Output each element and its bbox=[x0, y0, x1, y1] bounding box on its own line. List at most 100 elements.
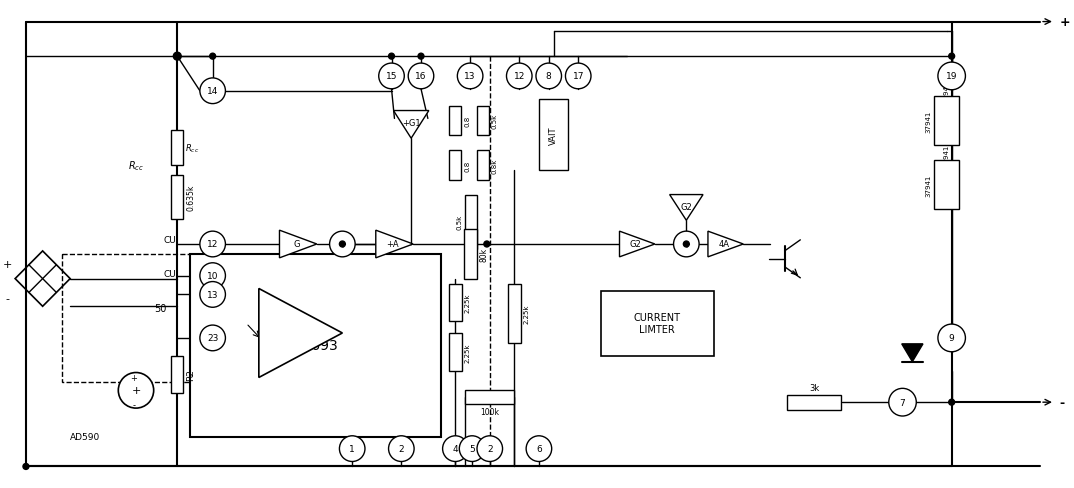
Text: 23: 23 bbox=[207, 334, 218, 343]
Bar bbox=[190, 254, 440, 437]
Circle shape bbox=[118, 373, 154, 408]
Text: +: + bbox=[131, 386, 141, 395]
Text: 0.8: 0.8 bbox=[464, 116, 470, 127]
Text: AD590: AD590 bbox=[70, 432, 100, 441]
Text: 15: 15 bbox=[386, 72, 397, 81]
Text: AD693: AD693 bbox=[292, 339, 338, 353]
Bar bbox=[450, 151, 461, 181]
Circle shape bbox=[673, 232, 699, 257]
Bar bbox=[508, 284, 521, 343]
Text: 2.25k: 2.25k bbox=[465, 293, 470, 312]
Text: -: - bbox=[132, 400, 135, 409]
Circle shape bbox=[938, 325, 966, 352]
Text: 12: 12 bbox=[513, 72, 525, 81]
Bar bbox=[787, 395, 841, 410]
Text: 16: 16 bbox=[416, 72, 426, 81]
Circle shape bbox=[507, 64, 532, 90]
Bar bbox=[172, 356, 184, 393]
Text: 0.8k: 0.8k bbox=[492, 158, 497, 173]
Bar bbox=[464, 230, 477, 279]
Text: 2: 2 bbox=[398, 444, 404, 453]
Text: 4A: 4A bbox=[719, 240, 729, 249]
Text: +: + bbox=[682, 240, 691, 249]
Text: 12: 12 bbox=[207, 240, 218, 249]
Bar bbox=[539, 100, 568, 170]
Circle shape bbox=[173, 53, 182, 61]
Circle shape bbox=[683, 242, 690, 247]
Circle shape bbox=[484, 242, 490, 247]
Circle shape bbox=[200, 79, 226, 104]
Bar bbox=[477, 151, 489, 181]
Circle shape bbox=[200, 282, 226, 307]
Circle shape bbox=[408, 64, 434, 90]
Text: 0.8: 0.8 bbox=[464, 160, 470, 171]
Text: 2.25k: 2.25k bbox=[465, 342, 470, 362]
Text: 3k: 3k bbox=[809, 383, 819, 392]
Text: 0.5k: 0.5k bbox=[456, 215, 462, 230]
Text: 7: 7 bbox=[900, 398, 905, 407]
Text: -: - bbox=[5, 294, 10, 304]
Text: +G1: +G1 bbox=[402, 119, 421, 128]
Text: CU: CU bbox=[163, 235, 176, 244]
Bar bbox=[477, 106, 489, 136]
Text: $R_{cc}$: $R_{cc}$ bbox=[185, 142, 200, 155]
Bar bbox=[600, 292, 714, 356]
Text: +: + bbox=[2, 259, 12, 269]
Bar bbox=[62, 254, 205, 383]
Circle shape bbox=[379, 64, 404, 90]
Circle shape bbox=[200, 232, 226, 257]
Polygon shape bbox=[393, 111, 429, 139]
Circle shape bbox=[418, 54, 424, 60]
Bar bbox=[449, 333, 462, 371]
Text: 2: 2 bbox=[487, 444, 493, 453]
Circle shape bbox=[477, 436, 503, 462]
Circle shape bbox=[948, 399, 955, 406]
Bar bbox=[465, 195, 477, 249]
Text: 13: 13 bbox=[464, 72, 476, 81]
Text: G: G bbox=[293, 240, 300, 249]
Polygon shape bbox=[279, 231, 317, 258]
Text: VAIT: VAIT bbox=[549, 126, 558, 144]
Polygon shape bbox=[677, 293, 696, 308]
Circle shape bbox=[389, 436, 415, 462]
Circle shape bbox=[339, 242, 346, 247]
Bar bbox=[449, 284, 462, 322]
Text: $R_{cc}$: $R_{cc}$ bbox=[128, 159, 144, 172]
Circle shape bbox=[889, 388, 916, 416]
Circle shape bbox=[565, 64, 591, 90]
Text: 4: 4 bbox=[452, 444, 459, 453]
Text: 1: 1 bbox=[349, 444, 355, 453]
Circle shape bbox=[200, 325, 226, 351]
Polygon shape bbox=[376, 231, 413, 258]
Text: CU: CU bbox=[163, 269, 176, 279]
Text: G2: G2 bbox=[629, 240, 641, 249]
Bar bbox=[934, 161, 959, 210]
Text: 17: 17 bbox=[572, 72, 584, 81]
Text: 2.25k: 2.25k bbox=[524, 304, 529, 323]
Circle shape bbox=[200, 263, 226, 289]
Text: 14: 14 bbox=[207, 87, 218, 96]
Polygon shape bbox=[620, 232, 655, 257]
Circle shape bbox=[938, 63, 966, 91]
Text: 5: 5 bbox=[469, 444, 475, 453]
Polygon shape bbox=[669, 195, 703, 221]
Text: G2: G2 bbox=[681, 202, 693, 211]
Text: 10: 10 bbox=[207, 272, 218, 281]
Circle shape bbox=[389, 54, 394, 60]
Text: 50: 50 bbox=[155, 304, 166, 314]
Circle shape bbox=[526, 436, 552, 462]
Text: +A: +A bbox=[387, 240, 398, 249]
Text: 0.635k: 0.635k bbox=[186, 184, 195, 211]
Text: +: + bbox=[338, 240, 347, 249]
Text: CURRENT
LIMTER: CURRENT LIMTER bbox=[634, 313, 680, 334]
Polygon shape bbox=[902, 344, 923, 362]
Circle shape bbox=[209, 54, 216, 60]
Text: 80k: 80k bbox=[479, 247, 489, 262]
Circle shape bbox=[339, 436, 365, 462]
Polygon shape bbox=[708, 232, 743, 257]
Bar bbox=[934, 97, 959, 146]
Text: 37941: 37941 bbox=[944, 144, 949, 167]
Text: 37941: 37941 bbox=[944, 81, 949, 103]
Circle shape bbox=[460, 436, 484, 462]
Text: 0.5k: 0.5k bbox=[492, 114, 497, 129]
